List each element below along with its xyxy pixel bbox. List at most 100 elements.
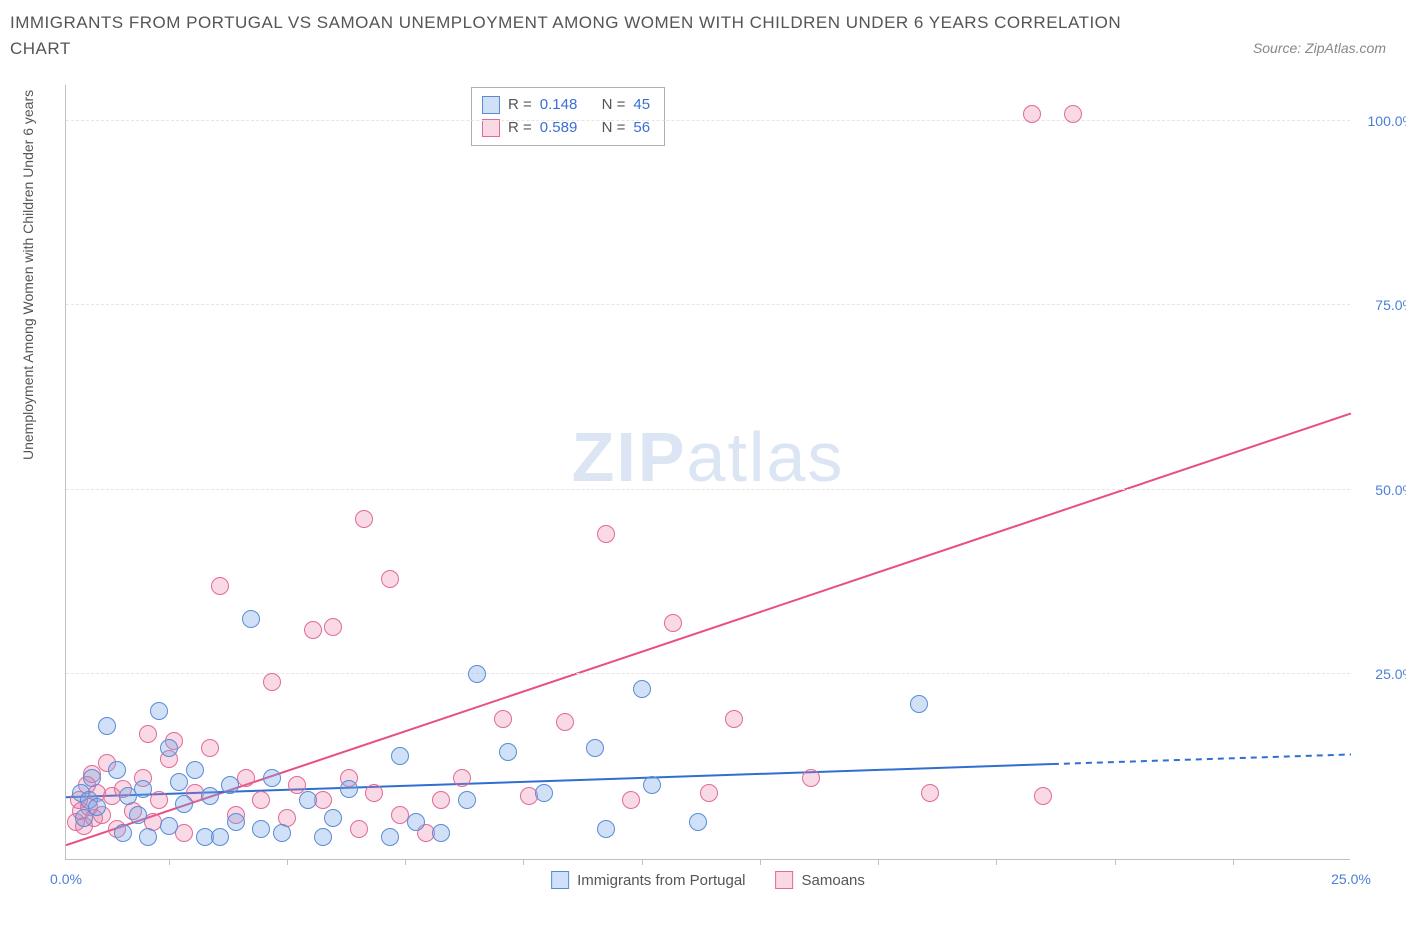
marker-samoans xyxy=(175,824,193,842)
marker-samoans xyxy=(664,614,682,632)
marker-portugal xyxy=(586,739,604,757)
marker-samoans xyxy=(355,510,373,528)
marker-samoans xyxy=(1064,105,1082,123)
marker-portugal xyxy=(150,702,168,720)
y-tick-label: 75.0% xyxy=(1375,297,1406,313)
marker-samoans xyxy=(802,769,820,787)
marker-samoans xyxy=(201,739,219,757)
x-tick-label: 0.0% xyxy=(50,871,82,887)
y-tick-label: 100.0% xyxy=(1368,113,1406,129)
marker-samoans xyxy=(211,577,229,595)
marker-portugal xyxy=(314,828,332,846)
marker-portugal xyxy=(299,791,317,809)
marker-samoans xyxy=(1034,787,1052,805)
marker-portugal xyxy=(324,809,342,827)
marker-portugal xyxy=(160,817,178,835)
marker-samoans xyxy=(921,784,939,802)
marker-portugal xyxy=(108,761,126,779)
marker-portugal xyxy=(129,806,147,824)
marker-portugal xyxy=(170,773,188,791)
marker-samoans xyxy=(381,570,399,588)
marker-portugal xyxy=(633,680,651,698)
marker-samoans xyxy=(150,791,168,809)
marker-samoans xyxy=(237,769,255,787)
gridline xyxy=(66,673,1350,674)
marker-portugal xyxy=(689,813,707,831)
y-axis-label: Unemployment Among Women with Children U… xyxy=(20,90,36,460)
marker-portugal xyxy=(458,791,476,809)
marker-portugal xyxy=(273,824,291,842)
marker-samoans xyxy=(252,791,270,809)
marker-portugal xyxy=(83,769,101,787)
marker-samoans xyxy=(350,820,368,838)
marker-portugal xyxy=(242,610,260,628)
marker-samoans xyxy=(453,769,471,787)
marker-portugal xyxy=(160,739,178,757)
marker-portugal xyxy=(407,813,425,831)
legend-item: Immigrants from Portugal xyxy=(551,871,745,889)
x-tick xyxy=(878,859,879,865)
gridline xyxy=(66,304,1350,305)
gridline xyxy=(66,489,1350,490)
marker-samoans xyxy=(556,713,574,731)
marker-portugal xyxy=(910,695,928,713)
legend-label: Samoans xyxy=(802,872,865,889)
marker-portugal xyxy=(432,824,450,842)
marker-samoans xyxy=(725,710,743,728)
marker-portugal xyxy=(227,813,245,831)
x-tick-label: 25.0% xyxy=(1331,871,1371,887)
marker-portugal xyxy=(114,824,132,842)
x-tick xyxy=(287,859,288,865)
gridline xyxy=(66,120,1350,121)
marker-portugal xyxy=(381,828,399,846)
trend-lines xyxy=(66,85,1351,860)
marker-portugal xyxy=(643,776,661,794)
marker-samoans xyxy=(597,525,615,543)
marker-portugal xyxy=(263,769,281,787)
marker-portugal xyxy=(88,798,106,816)
marker-samoans xyxy=(432,791,450,809)
y-tick-label: 25.0% xyxy=(1375,666,1406,682)
x-tick xyxy=(169,859,170,865)
marker-portugal xyxy=(391,747,409,765)
x-tick xyxy=(523,859,524,865)
x-tick xyxy=(760,859,761,865)
marker-portugal xyxy=(221,776,239,794)
legend-label: Immigrants from Portugal xyxy=(577,872,745,889)
marker-samoans xyxy=(263,673,281,691)
marker-samoans xyxy=(1023,105,1041,123)
marker-portugal xyxy=(139,828,157,846)
legend-item: Samoans xyxy=(776,871,865,889)
marker-portugal xyxy=(186,761,204,779)
legend-swatch xyxy=(551,871,569,889)
marker-portugal xyxy=(597,820,615,838)
marker-samoans xyxy=(314,791,332,809)
marker-samoans xyxy=(304,621,322,639)
marker-portugal xyxy=(535,784,553,802)
marker-portugal xyxy=(201,787,219,805)
marker-portugal xyxy=(468,665,486,683)
x-tick xyxy=(1115,859,1116,865)
x-axis-legend: Immigrants from Portugal Samoans xyxy=(551,871,865,889)
correlation-chart: IMMIGRANTS FROM PORTUGAL VS SAMOAN UNEMP… xyxy=(10,10,1396,920)
marker-samoans xyxy=(494,710,512,728)
chart-title: IMMIGRANTS FROM PORTUGAL VS SAMOAN UNEMP… xyxy=(10,10,1160,61)
source-attribution: Source: ZipAtlas.com xyxy=(1253,40,1386,56)
x-tick xyxy=(1233,859,1234,865)
marker-samoans xyxy=(622,791,640,809)
plot-area: ZIPatlas R =0.148 N =45R =0.589 N =56 Im… xyxy=(65,85,1350,860)
marker-portugal xyxy=(252,820,270,838)
marker-samoans xyxy=(139,725,157,743)
marker-samoans xyxy=(324,618,342,636)
marker-portugal xyxy=(211,828,229,846)
marker-portugal xyxy=(340,780,358,798)
marker-portugal xyxy=(175,795,193,813)
marker-samoans xyxy=(700,784,718,802)
marker-samoans xyxy=(365,784,383,802)
x-tick xyxy=(642,859,643,865)
y-tick-label: 50.0% xyxy=(1375,482,1406,498)
marker-portugal xyxy=(134,780,152,798)
x-tick xyxy=(996,859,997,865)
x-tick xyxy=(405,859,406,865)
marker-portugal xyxy=(499,743,517,761)
